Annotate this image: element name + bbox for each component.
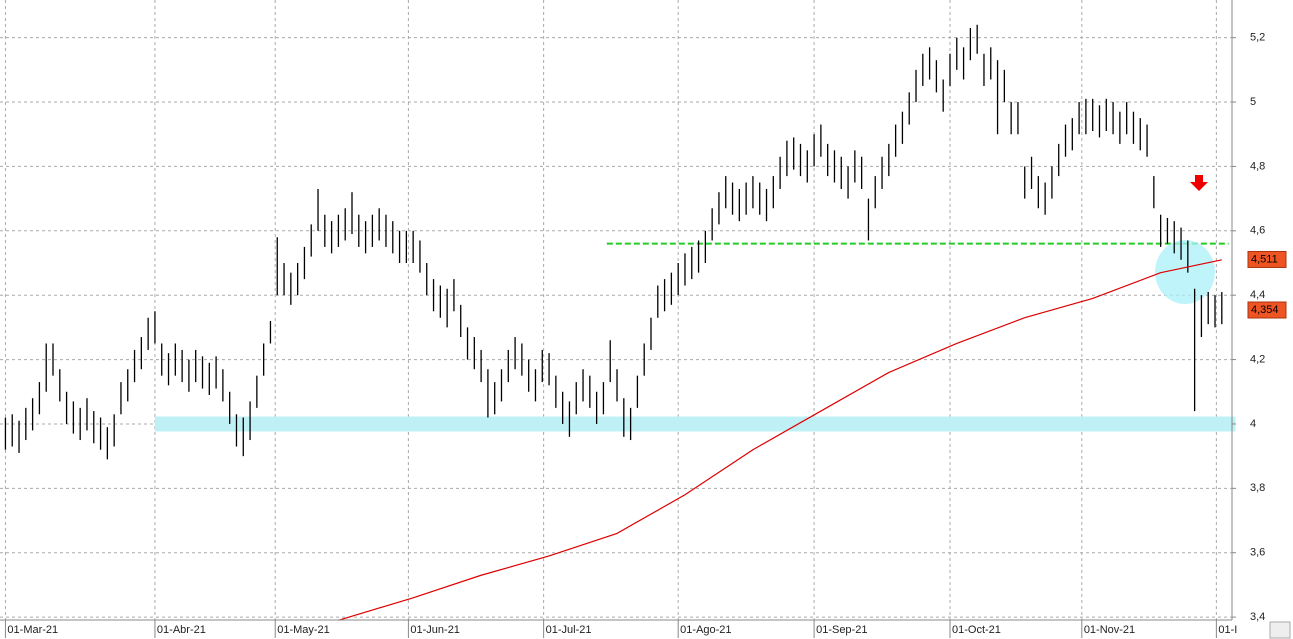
x-tick-label: 01-Ago-21 bbox=[680, 624, 731, 636]
price-label-box bbox=[1247, 301, 1287, 319]
price-label: 4,511 bbox=[1251, 253, 1278, 265]
y-tick-label: 3,4 bbox=[1250, 611, 1265, 623]
y-tick-label: 4,6 bbox=[1250, 225, 1265, 237]
y-tick-label: 5,2 bbox=[1250, 32, 1265, 44]
x-tick-label: 01-Mar-21 bbox=[7, 624, 58, 636]
moving-average bbox=[338, 259, 1222, 621]
y-tick-label: 3,8 bbox=[1250, 482, 1265, 494]
levels bbox=[154, 242, 1236, 432]
x-tick-label: 01-I bbox=[1218, 624, 1237, 636]
x-tick-label: 01-Nov-21 bbox=[1084, 624, 1135, 636]
x-tick-label: 01-Abr-21 bbox=[157, 624, 206, 636]
y-tick-label: 4,8 bbox=[1250, 160, 1265, 172]
x-tick-label: 01-Oct-21 bbox=[952, 624, 1001, 636]
y-tick-label: 4,2 bbox=[1250, 353, 1265, 365]
ma-line bbox=[338, 259, 1222, 621]
axes: 3,4 3,6 3,8 4 4,2 4,4 4,6 4,8 5 5,2 01-Mar-21 01-Ab… bbox=[4, 32, 1287, 638]
down-arrow bbox=[1190, 175, 1208, 191]
price-label-box bbox=[1247, 250, 1287, 268]
x-tick-label: 01-Jun-21 bbox=[410, 624, 460, 636]
x-tick-label: 01-Sep-21 bbox=[816, 624, 867, 636]
x-tick-label: 01-May-21 bbox=[277, 624, 330, 636]
y-tick-label: 5 bbox=[1250, 96, 1256, 108]
x-tick-label: 01-Jul-21 bbox=[546, 624, 592, 636]
highlight-circle bbox=[1155, 240, 1215, 304]
y-tick-label: 4,4 bbox=[1250, 289, 1265, 301]
bars bbox=[4, 24, 1223, 460]
y-tick-label: 4 bbox=[1250, 418, 1256, 430]
price-label: 4,354 bbox=[1251, 304, 1279, 316]
corner-icon bbox=[1269, 621, 1291, 639]
y-tick-label: 3,6 bbox=[1250, 547, 1265, 559]
